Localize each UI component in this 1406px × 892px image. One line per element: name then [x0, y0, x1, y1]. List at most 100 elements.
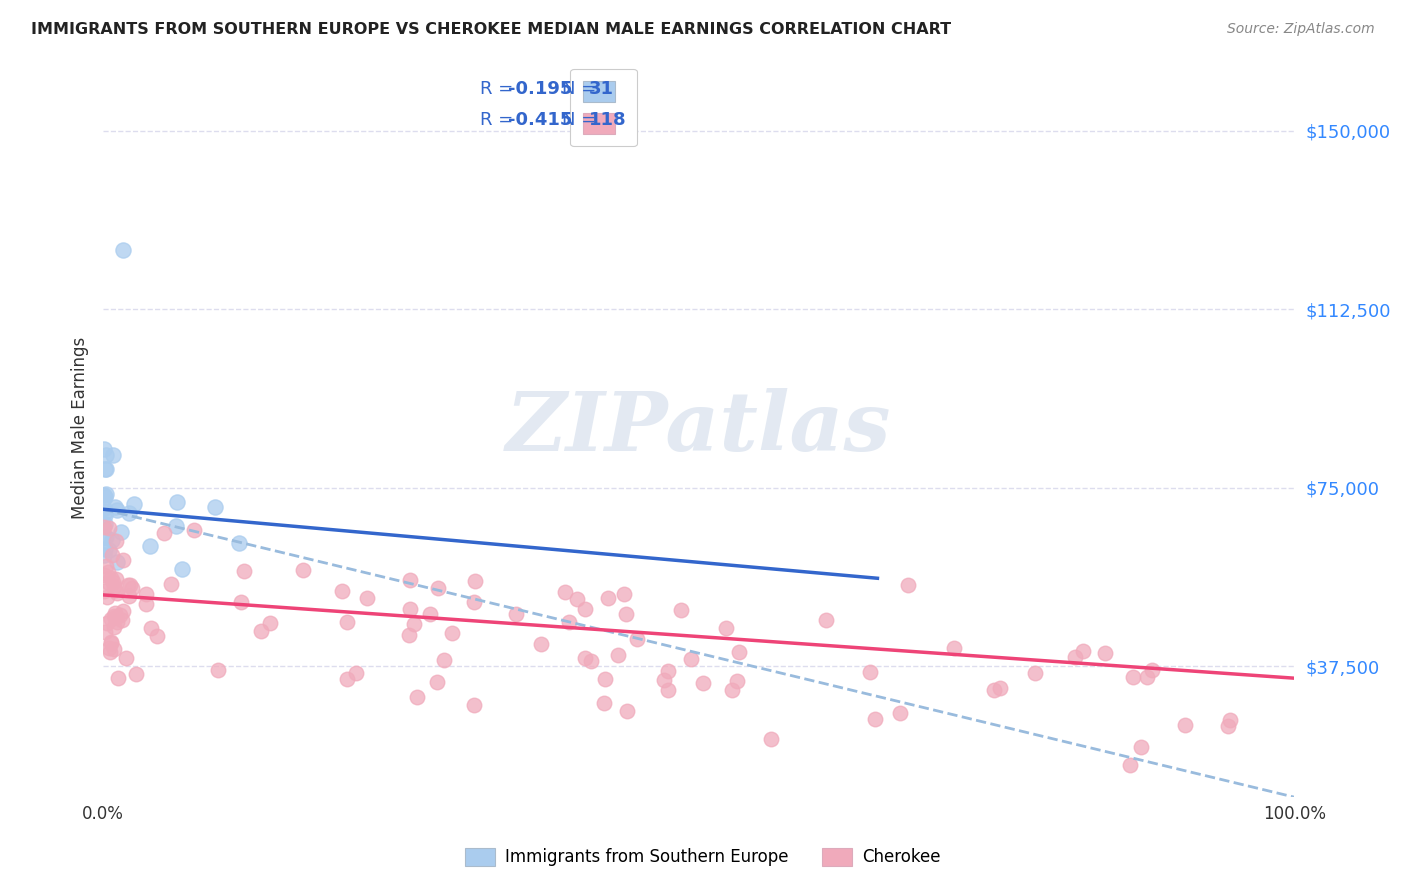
Point [1071, 644, 1094, 658]
Point [94, 505, 117, 519]
Point [398, 573, 420, 587]
Point [139, 621, 162, 635]
Point [94, 530, 117, 544]
Point [115, 650, 138, 665]
Point [554, 584, 576, 599]
Point [204, 500, 226, 514]
Point [101, 448, 124, 462]
Point [94, 542, 117, 557]
Point [96, 462, 118, 476]
Point [1219, 713, 1241, 727]
Point [100, 549, 122, 563]
Point [336, 615, 359, 630]
Point [103, 641, 125, 656]
Point [122, 498, 145, 512]
Point [607, 648, 630, 663]
Point [1024, 666, 1046, 681]
Point [714, 622, 737, 636]
Point [988, 681, 1011, 696]
Point [652, 673, 675, 687]
Point [97, 575, 120, 590]
Point [117, 578, 139, 592]
Point [112, 604, 135, 618]
Point [681, 652, 703, 666]
Point [897, 577, 920, 591]
Point [96, 590, 118, 604]
Point [108, 607, 131, 622]
Point [404, 617, 426, 632]
Point [107, 671, 129, 685]
Point [93, 490, 115, 504]
Point [1130, 739, 1153, 754]
Point [94, 558, 117, 573]
Point [93, 501, 115, 516]
Point [942, 641, 965, 656]
Point [105, 615, 128, 629]
Point [419, 607, 441, 621]
Point [110, 524, 132, 539]
Point [97, 521, 120, 535]
Point [529, 636, 551, 650]
Point [93, 442, 115, 457]
Text: R =: R = [479, 111, 519, 128]
Point [1140, 663, 1163, 677]
Point [433, 653, 456, 667]
Point [727, 644, 749, 658]
Point [94, 508, 117, 523]
Point [863, 713, 886, 727]
Point [441, 626, 464, 640]
Text: -0.415: -0.415 [508, 111, 572, 128]
Text: Source: ZipAtlas.com: Source: ZipAtlas.com [1227, 22, 1375, 37]
Text: ZIPatlas: ZIPatlas [506, 388, 891, 468]
Point [596, 591, 619, 605]
Point [93, 488, 115, 502]
Point [233, 564, 256, 578]
Point [105, 586, 128, 600]
Point [183, 523, 205, 537]
Point [727, 674, 749, 689]
Point [463, 698, 485, 712]
Point [104, 533, 127, 548]
Point [250, 624, 273, 638]
Point [463, 595, 485, 609]
Point [593, 673, 616, 687]
Point [100, 634, 122, 648]
Point [93, 519, 115, 533]
Point [229, 594, 252, 608]
Point [111, 614, 134, 628]
Point [657, 683, 679, 698]
Point [720, 683, 742, 698]
Point [889, 706, 911, 721]
Point [94, 462, 117, 476]
Point [121, 581, 143, 595]
Point [426, 675, 449, 690]
Point [427, 581, 450, 595]
Point [97, 543, 120, 558]
Point [139, 539, 162, 553]
Point [1174, 718, 1197, 732]
Point [112, 243, 135, 257]
Text: -0.195: -0.195 [508, 79, 572, 97]
Point [152, 526, 174, 541]
Point [105, 555, 128, 569]
Point [657, 664, 679, 678]
Point [135, 597, 157, 611]
Point [93, 625, 115, 640]
Point [98, 645, 121, 659]
Point [1064, 650, 1087, 665]
Point [505, 607, 527, 622]
Point [160, 576, 183, 591]
Text: 118: 118 [589, 111, 627, 128]
Point [97, 565, 120, 579]
Point [100, 571, 122, 585]
Point [616, 705, 638, 719]
Point [93, 530, 115, 544]
Y-axis label: Median Male Earnings: Median Male Earnings [72, 337, 89, 519]
Point [1094, 646, 1116, 660]
Point [207, 663, 229, 677]
Point [464, 574, 486, 589]
Point [103, 575, 125, 590]
Point [405, 690, 427, 705]
Point [94, 448, 117, 462]
Point [93, 548, 115, 562]
